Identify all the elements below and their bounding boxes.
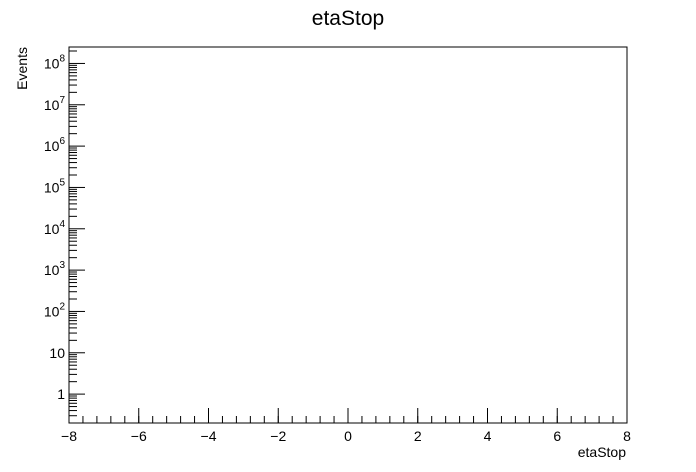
x-tick-label: −4 [201, 428, 217, 444]
y-tick-label: 108 [44, 53, 66, 71]
x-tick-label: −2 [270, 428, 286, 444]
x-tick-label: 2 [414, 428, 422, 444]
y-tick-label: 107 [44, 95, 66, 113]
chart-title: etaStop [312, 7, 384, 30]
y-tick-label: 104 [44, 219, 66, 237]
y-tick-label: 10 [49, 345, 65, 361]
y-tick-label: 102 [44, 301, 66, 319]
x-axis-label: etaStop [578, 444, 626, 460]
x-axis: −8 −6 −4 −2 0 2 4 6 8 [61, 408, 631, 444]
x-tick-label: −6 [131, 428, 147, 444]
y-tick-label: 103 [44, 260, 66, 278]
x-tick-label: 4 [484, 428, 492, 444]
y-tick-label: 105 [44, 177, 66, 195]
y-tick-label: 106 [44, 136, 66, 154]
x-tick-label: 6 [553, 428, 561, 444]
x-tick-label: −8 [61, 428, 77, 444]
x-tick-label: 8 [623, 428, 631, 444]
x-tick-label: 0 [344, 428, 352, 444]
y-axis-label: Events [14, 47, 30, 90]
y-tick-label: 1 [57, 386, 65, 402]
y-axis: 1 10 102 103 104 105 106 107 108 [44, 50, 85, 424]
